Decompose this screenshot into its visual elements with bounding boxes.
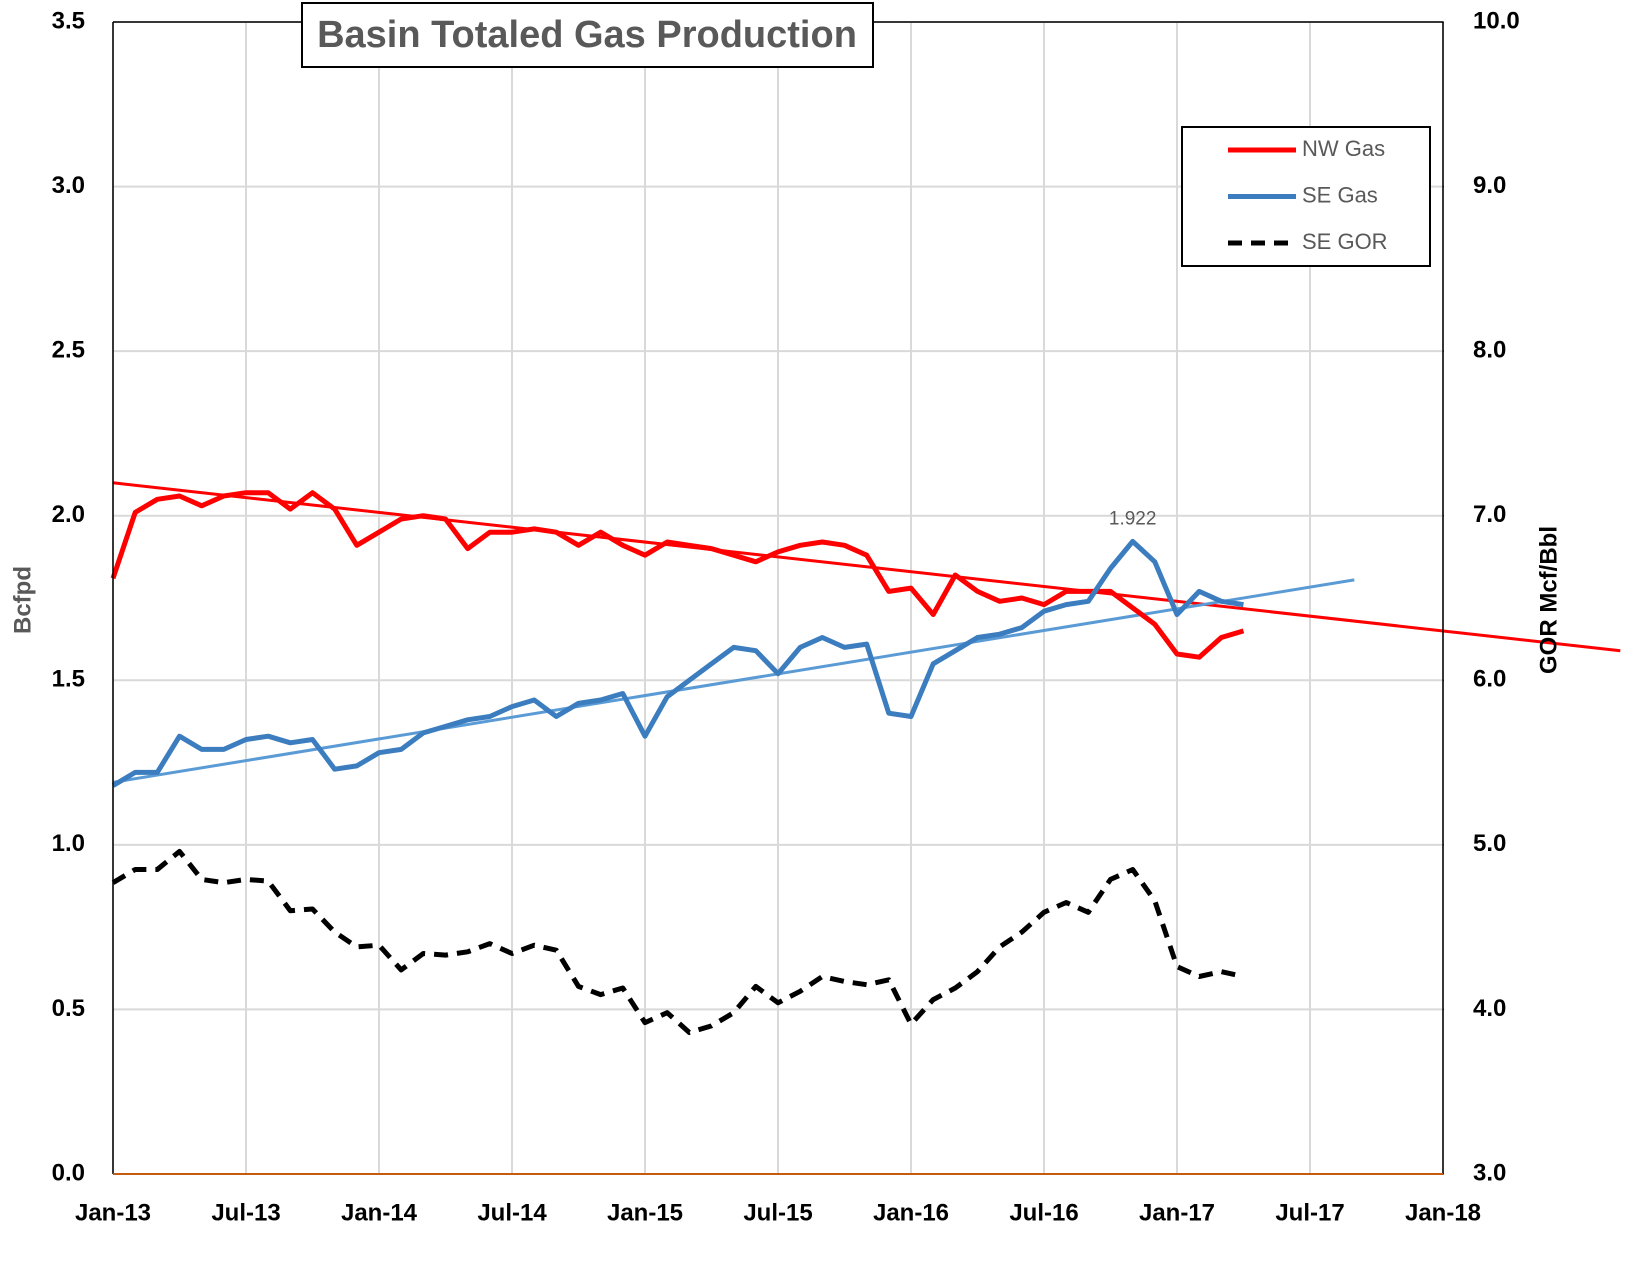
series-line <box>111 538 1244 788</box>
x-tick-label: Jul-13 <box>211 1199 280 1226</box>
y-tick-label: 2.0 <box>52 501 85 528</box>
series-line <box>110 490 1245 660</box>
y2-tick-label: 8.0 <box>1473 336 1506 363</box>
y2-tick-label: 3.0 <box>1473 1159 1506 1186</box>
y-tick-label: 0.0 <box>52 1159 85 1186</box>
y2-tick-label: 9.0 <box>1473 172 1506 199</box>
y-axis-label: Bcfpd <box>9 566 36 634</box>
legend-label: NW Gas <box>1302 136 1385 161</box>
legend-label: SE GOR <box>1302 229 1388 254</box>
data-label: 1.922 <box>1109 508 1157 529</box>
x-tick-label: Jan-16 <box>873 1199 949 1226</box>
x-tick-label: Jan-17 <box>1139 1199 1215 1226</box>
y2-tick-label: 7.0 <box>1473 501 1506 528</box>
x-tick-label: Jan-13 <box>75 1199 151 1226</box>
x-tick-label: Jul-17 <box>1275 1199 1344 1226</box>
y-tick-label: 0.5 <box>52 995 85 1022</box>
plot: 1.922 <box>110 481 1621 1035</box>
x-tick-label: Jul-14 <box>477 1199 547 1226</box>
legend: NW Gas SE Gas SE GOR <box>1228 136 1388 254</box>
y2-tick-label: 5.0 <box>1473 830 1506 857</box>
y-tick-label: 2.5 <box>52 336 85 363</box>
x-tick-label: Jan-15 <box>607 1199 683 1226</box>
y-tick-label: 3.5 <box>52 7 85 34</box>
y2-tick-label: 10.0 <box>1473 7 1520 34</box>
y2-tick-label: 6.0 <box>1473 666 1506 693</box>
x-tick-label: Jan-18 <box>1405 1199 1481 1226</box>
title-box <box>301 2 874 68</box>
x-tick-label: Jan-14 <box>341 1199 418 1226</box>
y2-tick-label: 4.0 <box>1473 995 1506 1022</box>
series-line <box>111 848 1245 1035</box>
legend-label: SE Gas <box>1302 182 1378 207</box>
grid <box>112 21 1444 1175</box>
y-tick-label: 1.5 <box>52 666 85 693</box>
y-tick-label: 1.0 <box>52 830 85 857</box>
x-tick-label: Jul-15 <box>743 1199 812 1226</box>
chart-title: Basin Totaled Gas Production <box>317 14 857 56</box>
y2-axis-label: GOR Mcf/Bbl <box>1535 526 1562 674</box>
x-tick-label: Jul-16 <box>1009 1199 1078 1226</box>
trendline <box>112 481 1621 653</box>
legend-box <box>1181 126 1431 267</box>
y-tick-label: 3.0 <box>52 172 85 199</box>
